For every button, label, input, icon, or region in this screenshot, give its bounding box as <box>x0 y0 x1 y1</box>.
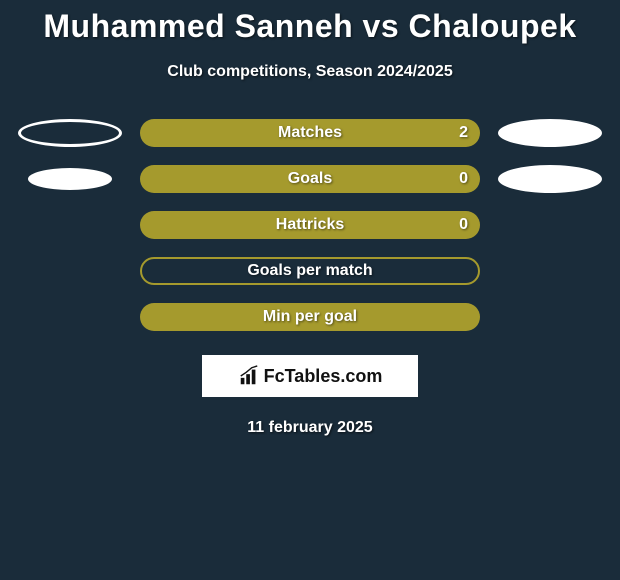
stat-label: Matches <box>278 124 342 142</box>
page-title: Muhammed Sanneh vs Chaloupek <box>0 8 620 45</box>
stat-row-goals: Goals 0 <box>0 165 620 193</box>
stat-bar-goals: Goals 0 <box>140 165 480 193</box>
stat-bar-goals-per-match: Goals per match <box>140 257 480 285</box>
stat-bar-min-per-goal: Min per goal <box>140 303 480 331</box>
date-text: 11 february 2025 <box>0 419 620 437</box>
left-ellipse-icon <box>18 119 122 147</box>
infographic-container: Muhammed Sanneh vs Chaloupek Club compet… <box>0 0 620 437</box>
right-ellipse-icon <box>498 165 602 193</box>
stat-value: 2 <box>459 124 468 142</box>
right-ellipse-icon <box>498 119 602 147</box>
left-ellipse-icon <box>28 168 112 190</box>
stat-value: 0 <box>459 216 468 234</box>
stat-label: Goals <box>288 170 332 188</box>
bar-chart-icon <box>238 365 260 387</box>
stat-label: Min per goal <box>263 308 357 326</box>
stat-rows: Matches 2 Goals 0 Hattricks 0 <box>0 119 620 331</box>
stat-label: Hattricks <box>276 216 344 234</box>
stat-row-min-per-goal: Min per goal <box>0 303 620 331</box>
subtitle: Club competitions, Season 2024/2025 <box>0 63 620 81</box>
stat-row-goals-per-match: Goals per match <box>0 257 620 285</box>
source-logo: FcTables.com <box>202 355 418 397</box>
stat-row-hattricks: Hattricks 0 <box>0 211 620 239</box>
stat-bar-hattricks: Hattricks 0 <box>140 211 480 239</box>
stat-value: 0 <box>459 170 468 188</box>
logo-text: FcTables.com <box>264 366 383 387</box>
stat-row-matches: Matches 2 <box>0 119 620 147</box>
stat-label: Goals per match <box>247 262 372 280</box>
stat-bar-matches: Matches 2 <box>140 119 480 147</box>
